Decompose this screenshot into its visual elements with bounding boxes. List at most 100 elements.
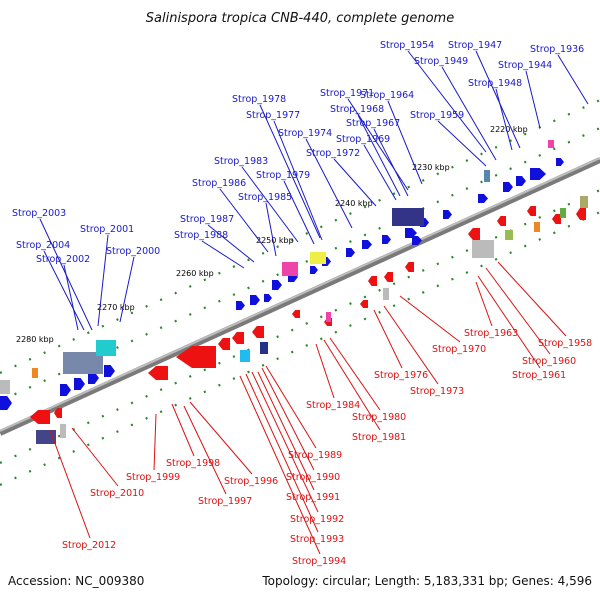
gene-label-reverse: Strop_1997 — [198, 496, 252, 507]
label-leader-forward — [475, 50, 521, 149]
label-leader-forward — [207, 224, 255, 263]
forward-gene-arrow — [443, 210, 452, 219]
forward-gene-arrow — [530, 168, 546, 180]
gene-label-forward: Strop_2000 — [106, 246, 160, 257]
reverse-gene-arrow — [30, 410, 50, 424]
label-leader-reverse — [153, 413, 157, 471]
forward-gene-arrow — [412, 236, 422, 245]
label-leader-reverse — [383, 305, 439, 385]
tick-label: 2250 kbp — [256, 236, 294, 245]
gene-label-forward: Strop_1954 — [380, 40, 434, 51]
gene-label-reverse: Strop_1970 — [432, 344, 486, 355]
gene-label-reverse: Strop_1973 — [410, 386, 464, 397]
label-leaders — [39, 50, 589, 555]
tick-label: 2270 kbp — [97, 303, 135, 312]
gene-label-forward: Strop_2002 — [36, 254, 90, 265]
label-leader-forward — [219, 188, 269, 253]
label-leader-reverse — [265, 365, 317, 449]
reverse-gene-arrow — [384, 272, 393, 282]
feature-box — [548, 140, 554, 148]
genome-summary-text: Topology: circular; Length: 5,183,331 bp… — [261, 574, 592, 588]
gene-label-reverse: Strop_1958 — [538, 338, 592, 349]
reverse-gene-arrow — [252, 326, 264, 338]
feature-box — [240, 350, 250, 362]
label-leader-forward — [441, 66, 497, 161]
gene-label-forward: Strop_2004 — [16, 240, 70, 251]
gene-label-reverse: Strop_1996 — [224, 476, 278, 487]
tick-label: 2260 kbp — [176, 269, 214, 278]
reverse-gene-arrow — [576, 208, 586, 220]
gene-label-reverse: Strop_1999 — [126, 472, 180, 483]
gene-label-forward: Strop_1969 — [336, 134, 390, 145]
label-leader-forward — [407, 50, 487, 153]
label-leader-reverse — [261, 367, 315, 471]
gene-label-forward: Strop_1944 — [498, 60, 552, 71]
forward-gene-arrow — [88, 372, 99, 384]
dotted-tracks — [0, 98, 600, 487]
forward-gene-arrow — [503, 182, 513, 192]
label-leader-reverse — [373, 309, 403, 369]
gene-label-forward: Strop_1974 — [278, 128, 332, 139]
tick-label: 2280 kbp — [16, 335, 54, 344]
label-leader-forward — [495, 88, 513, 151]
forward-gene-arrow — [236, 301, 245, 310]
label-leader-reverse — [399, 295, 461, 343]
gene-label-forward: Strop_1968 — [330, 104, 384, 115]
gene-label-forward: Strop_1986 — [192, 178, 246, 189]
label-leader-forward — [305, 138, 353, 229]
accession-text: Accession: NC_009380 — [8, 574, 144, 588]
gene-label-forward: Strop_2001 — [80, 224, 134, 235]
gene-label-forward: Strop_1947 — [448, 40, 502, 51]
forward-gene-arrow — [310, 266, 318, 274]
feature-box — [383, 288, 389, 300]
label-leader-reverse — [323, 339, 381, 431]
label-leader-forward — [387, 100, 423, 185]
label-leader-forward — [241, 166, 299, 243]
gene-label-forward: Strop_2003 — [12, 208, 66, 219]
feature-box — [505, 230, 513, 240]
reverse-gene-arrow — [527, 206, 536, 216]
label-leader-forward — [259, 104, 321, 239]
gene-label-forward: Strop_1985 — [238, 192, 292, 203]
feature-box — [534, 222, 540, 232]
feature-box — [560, 208, 566, 218]
label-leader-reverse — [49, 429, 91, 539]
gene-label-reverse: Strop_1993 — [290, 534, 344, 545]
reverse-gene-arrow — [232, 332, 244, 344]
forward-gene-arrow — [405, 228, 417, 238]
label-leader-reverse — [315, 343, 335, 399]
reverse-gene-arrow — [176, 346, 216, 368]
reverse-gene-arrow — [148, 366, 168, 380]
forward-gene-arrow — [346, 248, 355, 257]
gene-label-reverse: Strop_1991 — [286, 492, 340, 503]
forward-gene-arrow — [362, 240, 372, 249]
gene-label-reverse: Strop_1961 — [512, 370, 566, 381]
label-leader-forward — [283, 180, 315, 245]
reverse-gene-arrow — [292, 310, 300, 318]
label-leader-reverse — [485, 267, 551, 355]
label-leader-reverse — [477, 275, 541, 369]
label-leader-reverse — [189, 401, 253, 475]
forward-gene-arrow — [74, 378, 85, 390]
label-leader-forward — [525, 70, 541, 129]
feature-box — [32, 368, 38, 378]
gene-label-reverse: Strop_1960 — [522, 356, 576, 367]
label-leader-forward — [357, 114, 401, 197]
map-title: Salinispora tropica CNB-440, complete ge… — [146, 11, 454, 26]
label-leader-reverse — [71, 427, 119, 487]
label-leader-reverse — [257, 371, 315, 491]
reverse-gene-arrow — [54, 408, 62, 418]
gene-label-forward: Strop_1948 — [468, 78, 522, 89]
gene-label-reverse: Strop_1998 — [166, 458, 220, 469]
reverse-gene-arrow — [468, 228, 480, 240]
gene-label-reverse: Strop_2012 — [62, 540, 116, 551]
gene-label-reverse: Strop_1981 — [352, 432, 406, 443]
gene-label-forward: Strop_1967 — [346, 118, 400, 129]
label-leader-reverse — [171, 403, 195, 457]
reverse-gene-arrow — [552, 214, 561, 224]
gene-label-forward: Strop_1972 — [306, 148, 360, 159]
label-leader-forward — [333, 158, 377, 207]
gene-label-forward: Strop_1964 — [360, 90, 414, 101]
gene-label-forward: Strop_1988 — [174, 230, 228, 241]
feature-box — [484, 170, 490, 182]
